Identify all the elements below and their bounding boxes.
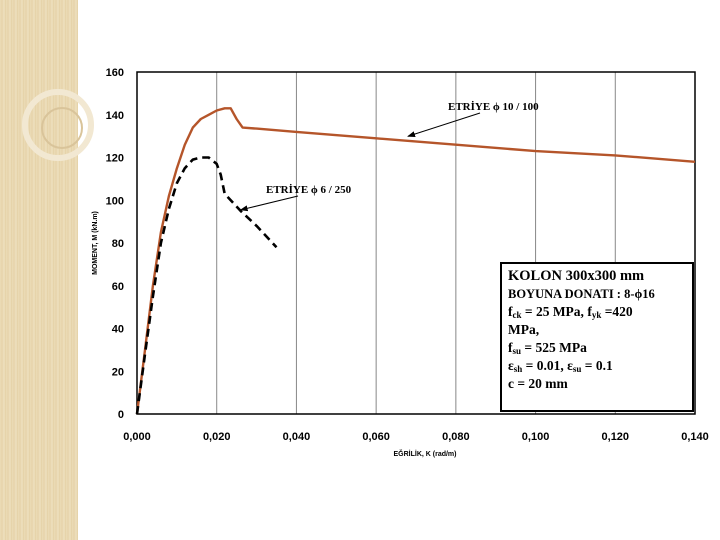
info-longitudinal-rebar: BOYUNA DONATI : 8-ϕ16 bbox=[508, 287, 655, 301]
fyk-symbol: f bbox=[587, 304, 592, 319]
series-layer bbox=[135, 107, 696, 415]
annotation-label-10-100: ETRİYE ϕ 10 / 100 bbox=[448, 101, 539, 113]
fck-subscript: ck bbox=[512, 310, 522, 320]
decorative-rings bbox=[22, 89, 94, 161]
y-tick-label: 60 bbox=[112, 281, 124, 293]
y-tick-label: 140 bbox=[106, 110, 124, 122]
info-column-size: KOLON 300x300 mm bbox=[508, 268, 645, 284]
esh-symbol: ε bbox=[508, 358, 514, 373]
x-tick-label: 0,060 bbox=[362, 431, 390, 443]
x-tick-label: 0,080 bbox=[442, 431, 470, 443]
x-tick-label: 0,140 bbox=[681, 431, 709, 443]
y-tick-label: 20 bbox=[112, 366, 124, 378]
fck-value: = 25 MPa, bbox=[521, 304, 588, 319]
annotation-arrow bbox=[407, 112, 481, 137]
fyk-subscript: yk bbox=[591, 310, 602, 320]
y-tick-label: 0 bbox=[118, 409, 124, 421]
esu-symbol: ε bbox=[567, 358, 573, 373]
y-tick-label: 120 bbox=[106, 153, 124, 165]
x-tick-label: 0,040 bbox=[283, 431, 311, 443]
esh-value: = 0.01, bbox=[522, 358, 568, 373]
y-tick-label: 80 bbox=[112, 238, 124, 250]
y-tick-label: 40 bbox=[112, 324, 124, 336]
annotation-arrow bbox=[239, 195, 299, 212]
fsu-symbol: f bbox=[508, 340, 513, 355]
series-line-etriye-6-250 bbox=[135, 156, 278, 415]
info-concrete-steel-strength: fck = 25 MPa, fyk =420 bbox=[508, 303, 686, 321]
plot-frame bbox=[136, 71, 696, 415]
x-axis-title: EĞRİLİK, K (rad/m) bbox=[393, 449, 456, 458]
section-properties-box: KOLON 300x300 mm BOYUNA DONATI : 8-ϕ16 f… bbox=[500, 262, 694, 412]
y-tick-label: 100 bbox=[106, 195, 124, 207]
info-mpa-unit: MPa, bbox=[508, 322, 540, 337]
esu-subscript: su bbox=[572, 364, 582, 374]
annotations bbox=[239, 112, 481, 212]
y-tick-labels: 0 20 40 60 80 100 120 140 160 bbox=[106, 67, 124, 421]
series-line-etriye-10-100 bbox=[135, 107, 696, 415]
x-tick-label: 0,000 bbox=[123, 431, 151, 443]
esh-subscript: sh bbox=[513, 364, 523, 374]
y-axis-title: MOMENT, M (kN.m) bbox=[92, 211, 99, 275]
x-tick-label: 0,100 bbox=[522, 431, 550, 443]
info-cover: c = 20 mm bbox=[508, 376, 568, 391]
esu-value: = 0.1 bbox=[581, 358, 613, 373]
fsu-value: = 525 MPa bbox=[521, 340, 587, 355]
info-strains: εsh = 0.01, εsu = 0.1 bbox=[508, 357, 686, 375]
fck-symbol: f bbox=[508, 304, 513, 319]
info-ultimate-strength: fsu = 525 MPa bbox=[508, 339, 686, 357]
annotation-label-6-250: ETRİYE ϕ 6 / 250 bbox=[266, 184, 352, 196]
y-tick-label: 160 bbox=[106, 67, 124, 79]
x-tick-label: 0,020 bbox=[203, 431, 231, 443]
fyk-value: =420 bbox=[601, 304, 633, 319]
x-tick-labels: 0,000 0,020 0,040 0,060 0,080 0,100 0,120 0,140 bbox=[123, 431, 709, 443]
fsu-subscript: su bbox=[512, 346, 522, 356]
x-tick-label: 0,120 bbox=[602, 431, 630, 443]
